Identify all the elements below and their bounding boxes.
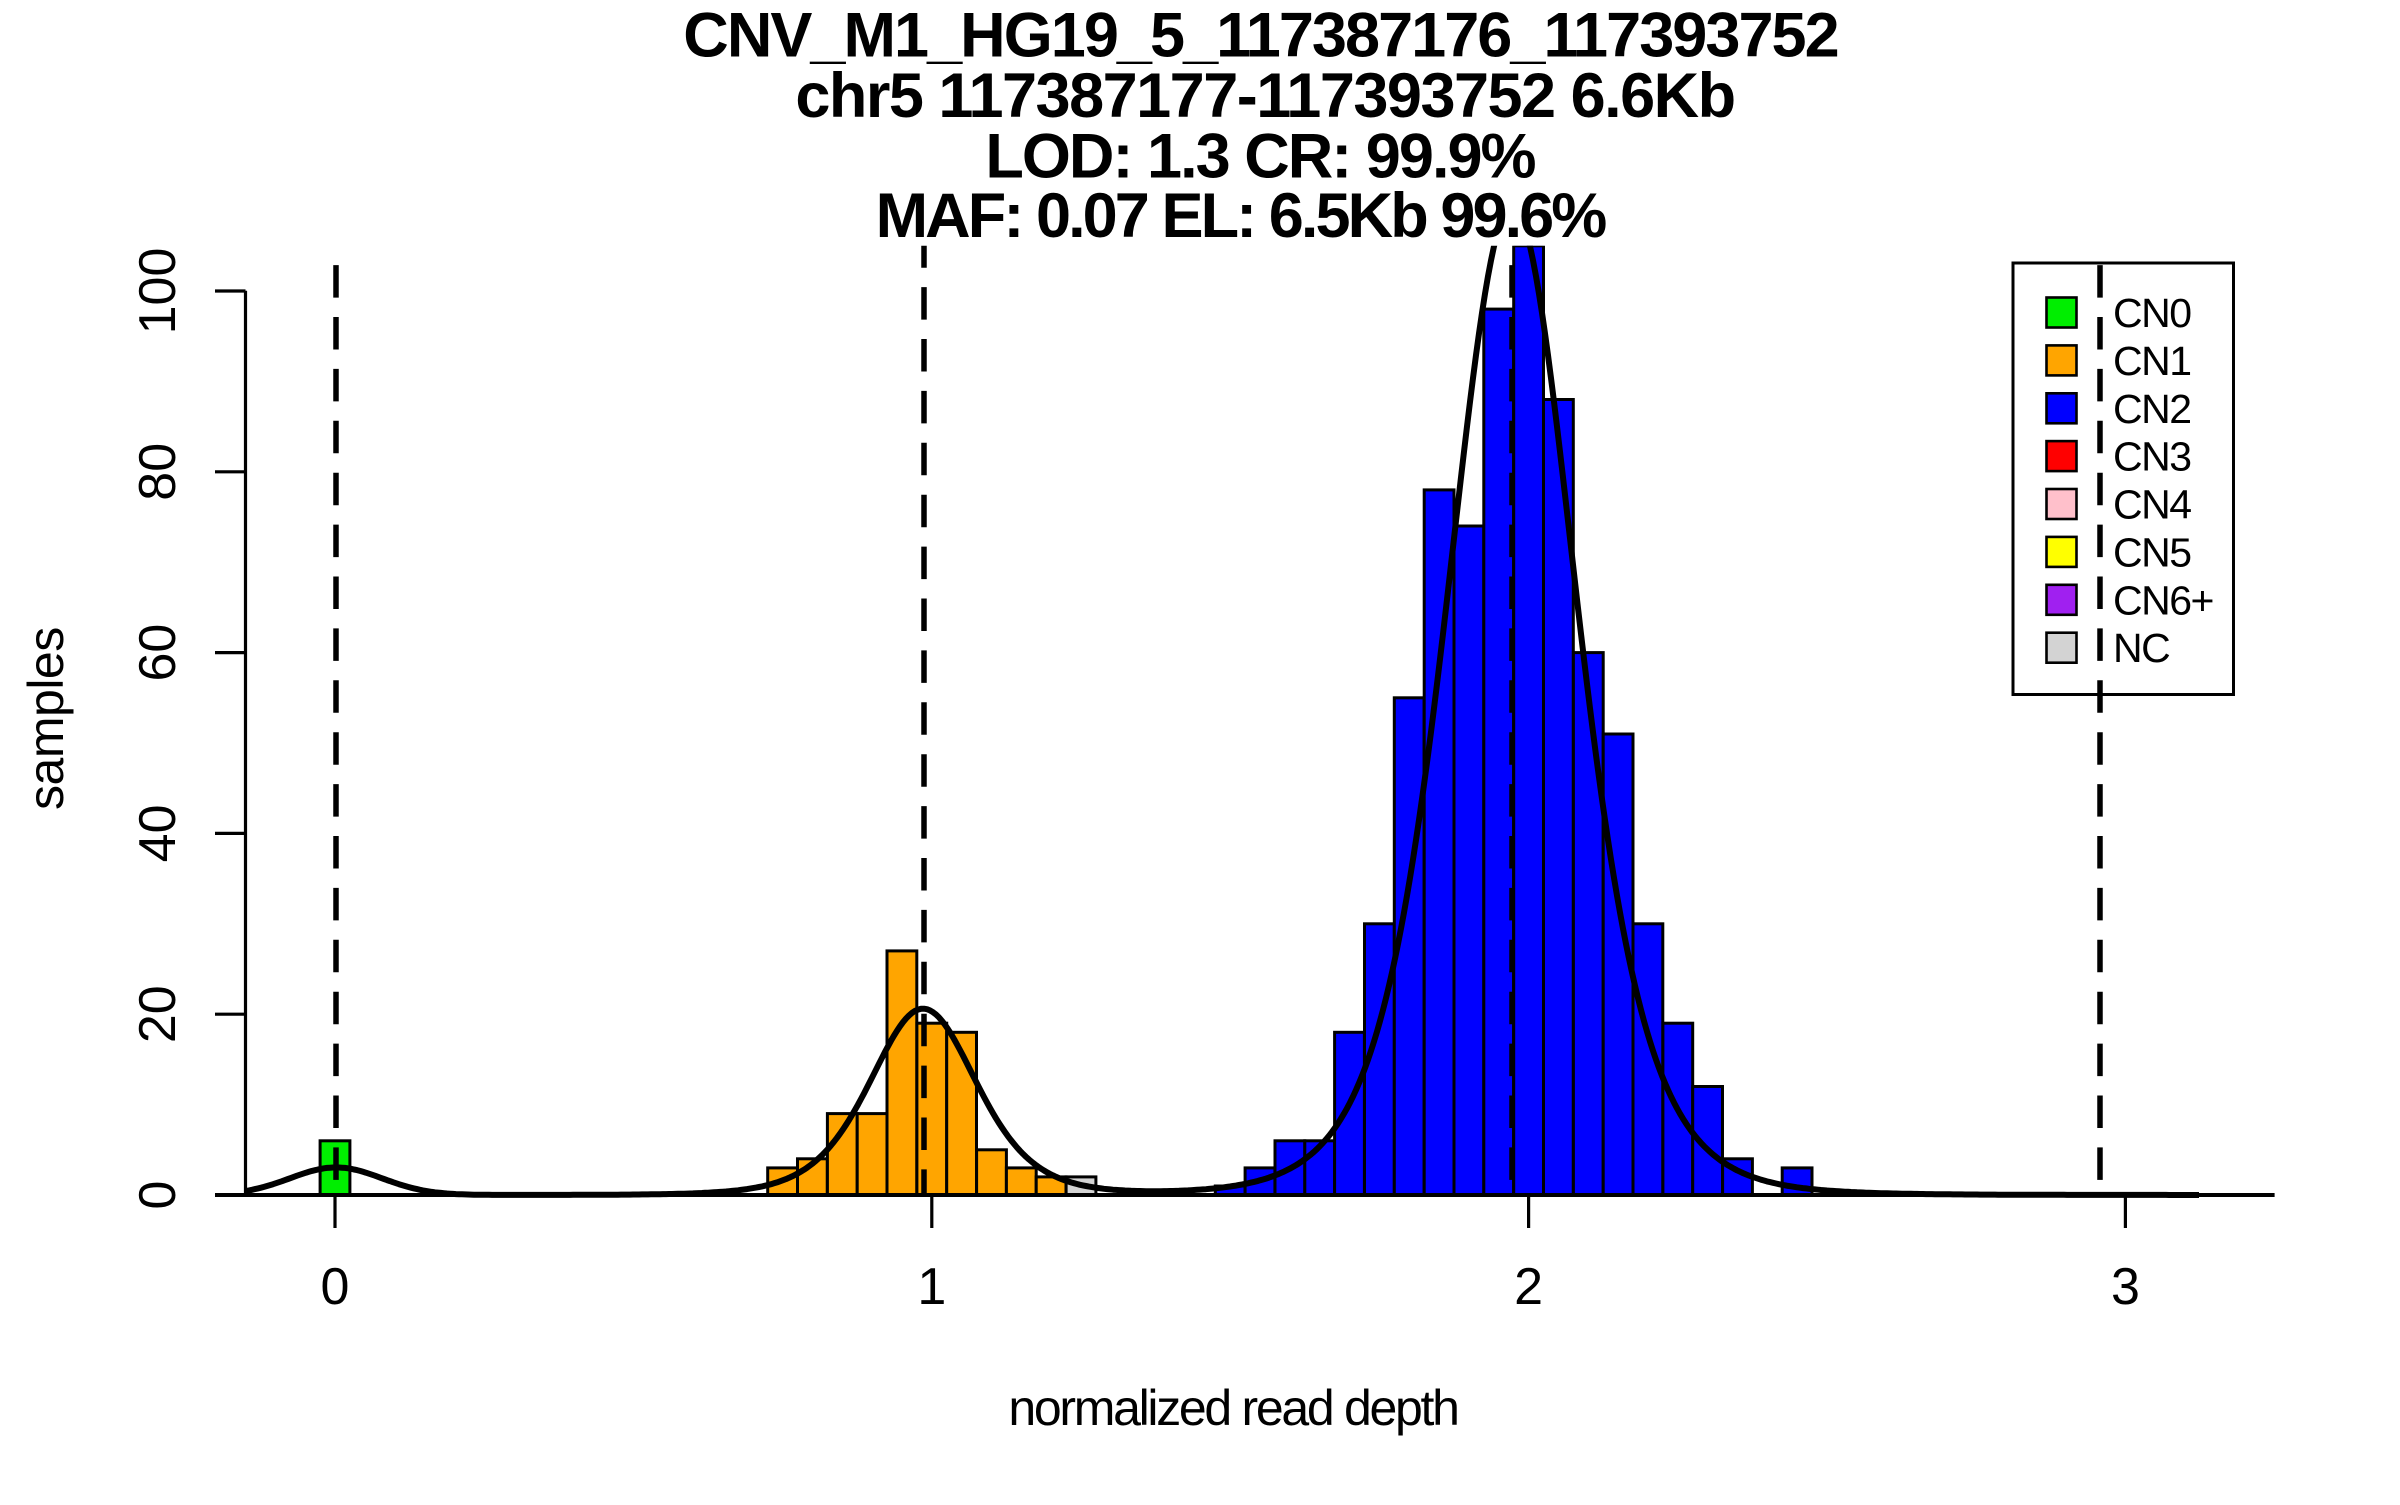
svg-text:CNV_M1_HG19_5_117387176_117393: CNV_M1_HG19_5_117387176_117393752	[683, 1, 1837, 71]
svg-text:0: 0	[321, 1258, 350, 1316]
svg-text:chr5 117387177-117393752 6.6Kb: chr5 117387177-117393752 6.6Kb	[795, 61, 1734, 131]
svg-text:80: 80	[129, 443, 187, 501]
svg-text:3: 3	[2111, 1258, 2140, 1316]
svg-text:40: 40	[129, 804, 187, 862]
svg-text:samples: samples	[18, 627, 74, 810]
svg-text:100: 100	[129, 248, 187, 335]
svg-text:0: 0	[129, 1181, 187, 1210]
svg-text:CN1: CN1	[2113, 338, 2191, 384]
svg-text:NC: NC	[2113, 625, 2170, 671]
svg-text:CN0: CN0	[2113, 290, 2191, 336]
svg-text:MAF: 0.07 EL: 6.5Kb 99.6%: MAF: 0.07 EL: 6.5Kb 99.6%	[876, 181, 1607, 251]
svg-text:60: 60	[129, 624, 187, 682]
svg-text:CN6+: CN6+	[2113, 577, 2213, 623]
svg-text:20: 20	[129, 985, 187, 1043]
svg-text:2: 2	[1514, 1258, 1543, 1316]
svg-text:CN5: CN5	[2113, 529, 2191, 575]
svg-text:CN3: CN3	[2113, 434, 2191, 480]
svg-text:1: 1	[917, 1258, 946, 1316]
svg-text:CN2: CN2	[2113, 386, 2191, 432]
svg-text:normalized read depth: normalized read depth	[1008, 1380, 1457, 1436]
svg-text:LOD: 1.3 CR: 99.9%: LOD: 1.3 CR: 99.9%	[985, 122, 1535, 192]
svg-text:CN4: CN4	[2113, 482, 2191, 528]
